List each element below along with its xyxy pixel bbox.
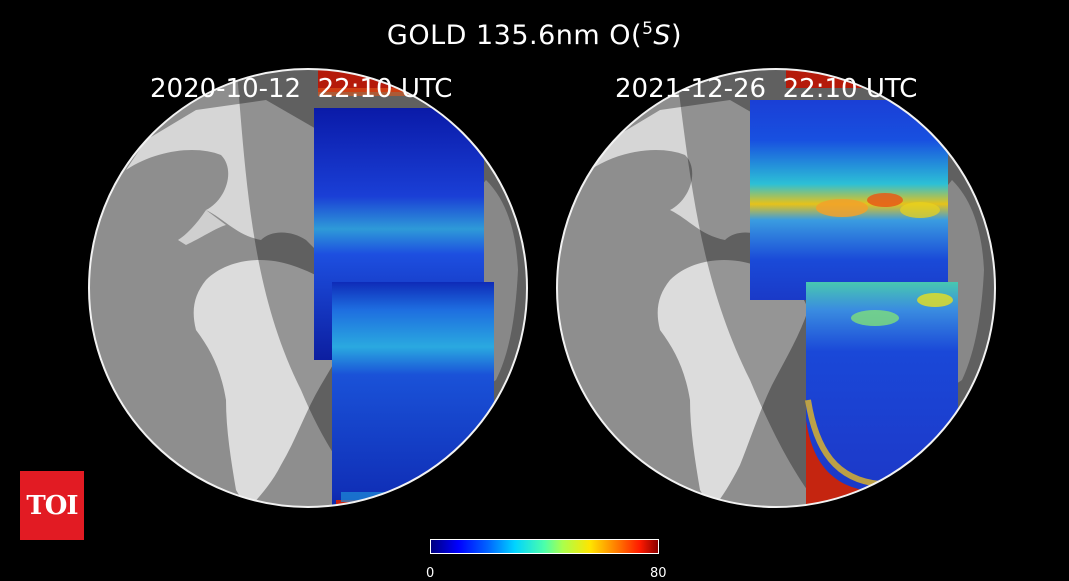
- figure-title: GOLD 135.6nm O(5S): [0, 20, 1069, 51]
- colorbar-max-label: 80: [650, 566, 667, 581]
- title-close: ): [671, 20, 683, 51]
- colorbar-min-label: 0: [426, 566, 435, 581]
- colorbar: [430, 539, 659, 554]
- title-state: S: [653, 20, 672, 51]
- globe-left: [88, 68, 528, 508]
- title-text: GOLD 135.6nm O(: [386, 20, 643, 51]
- panel-timestamp-left: 2020-10-12 22:10 UTC: [150, 74, 453, 104]
- toi-logo: TOI: [20, 471, 84, 540]
- panel-timestamp-right: 2021-12-26 22:10 UTC: [615, 74, 918, 104]
- title-superscript: 5: [642, 19, 654, 39]
- globe-right: [556, 68, 996, 508]
